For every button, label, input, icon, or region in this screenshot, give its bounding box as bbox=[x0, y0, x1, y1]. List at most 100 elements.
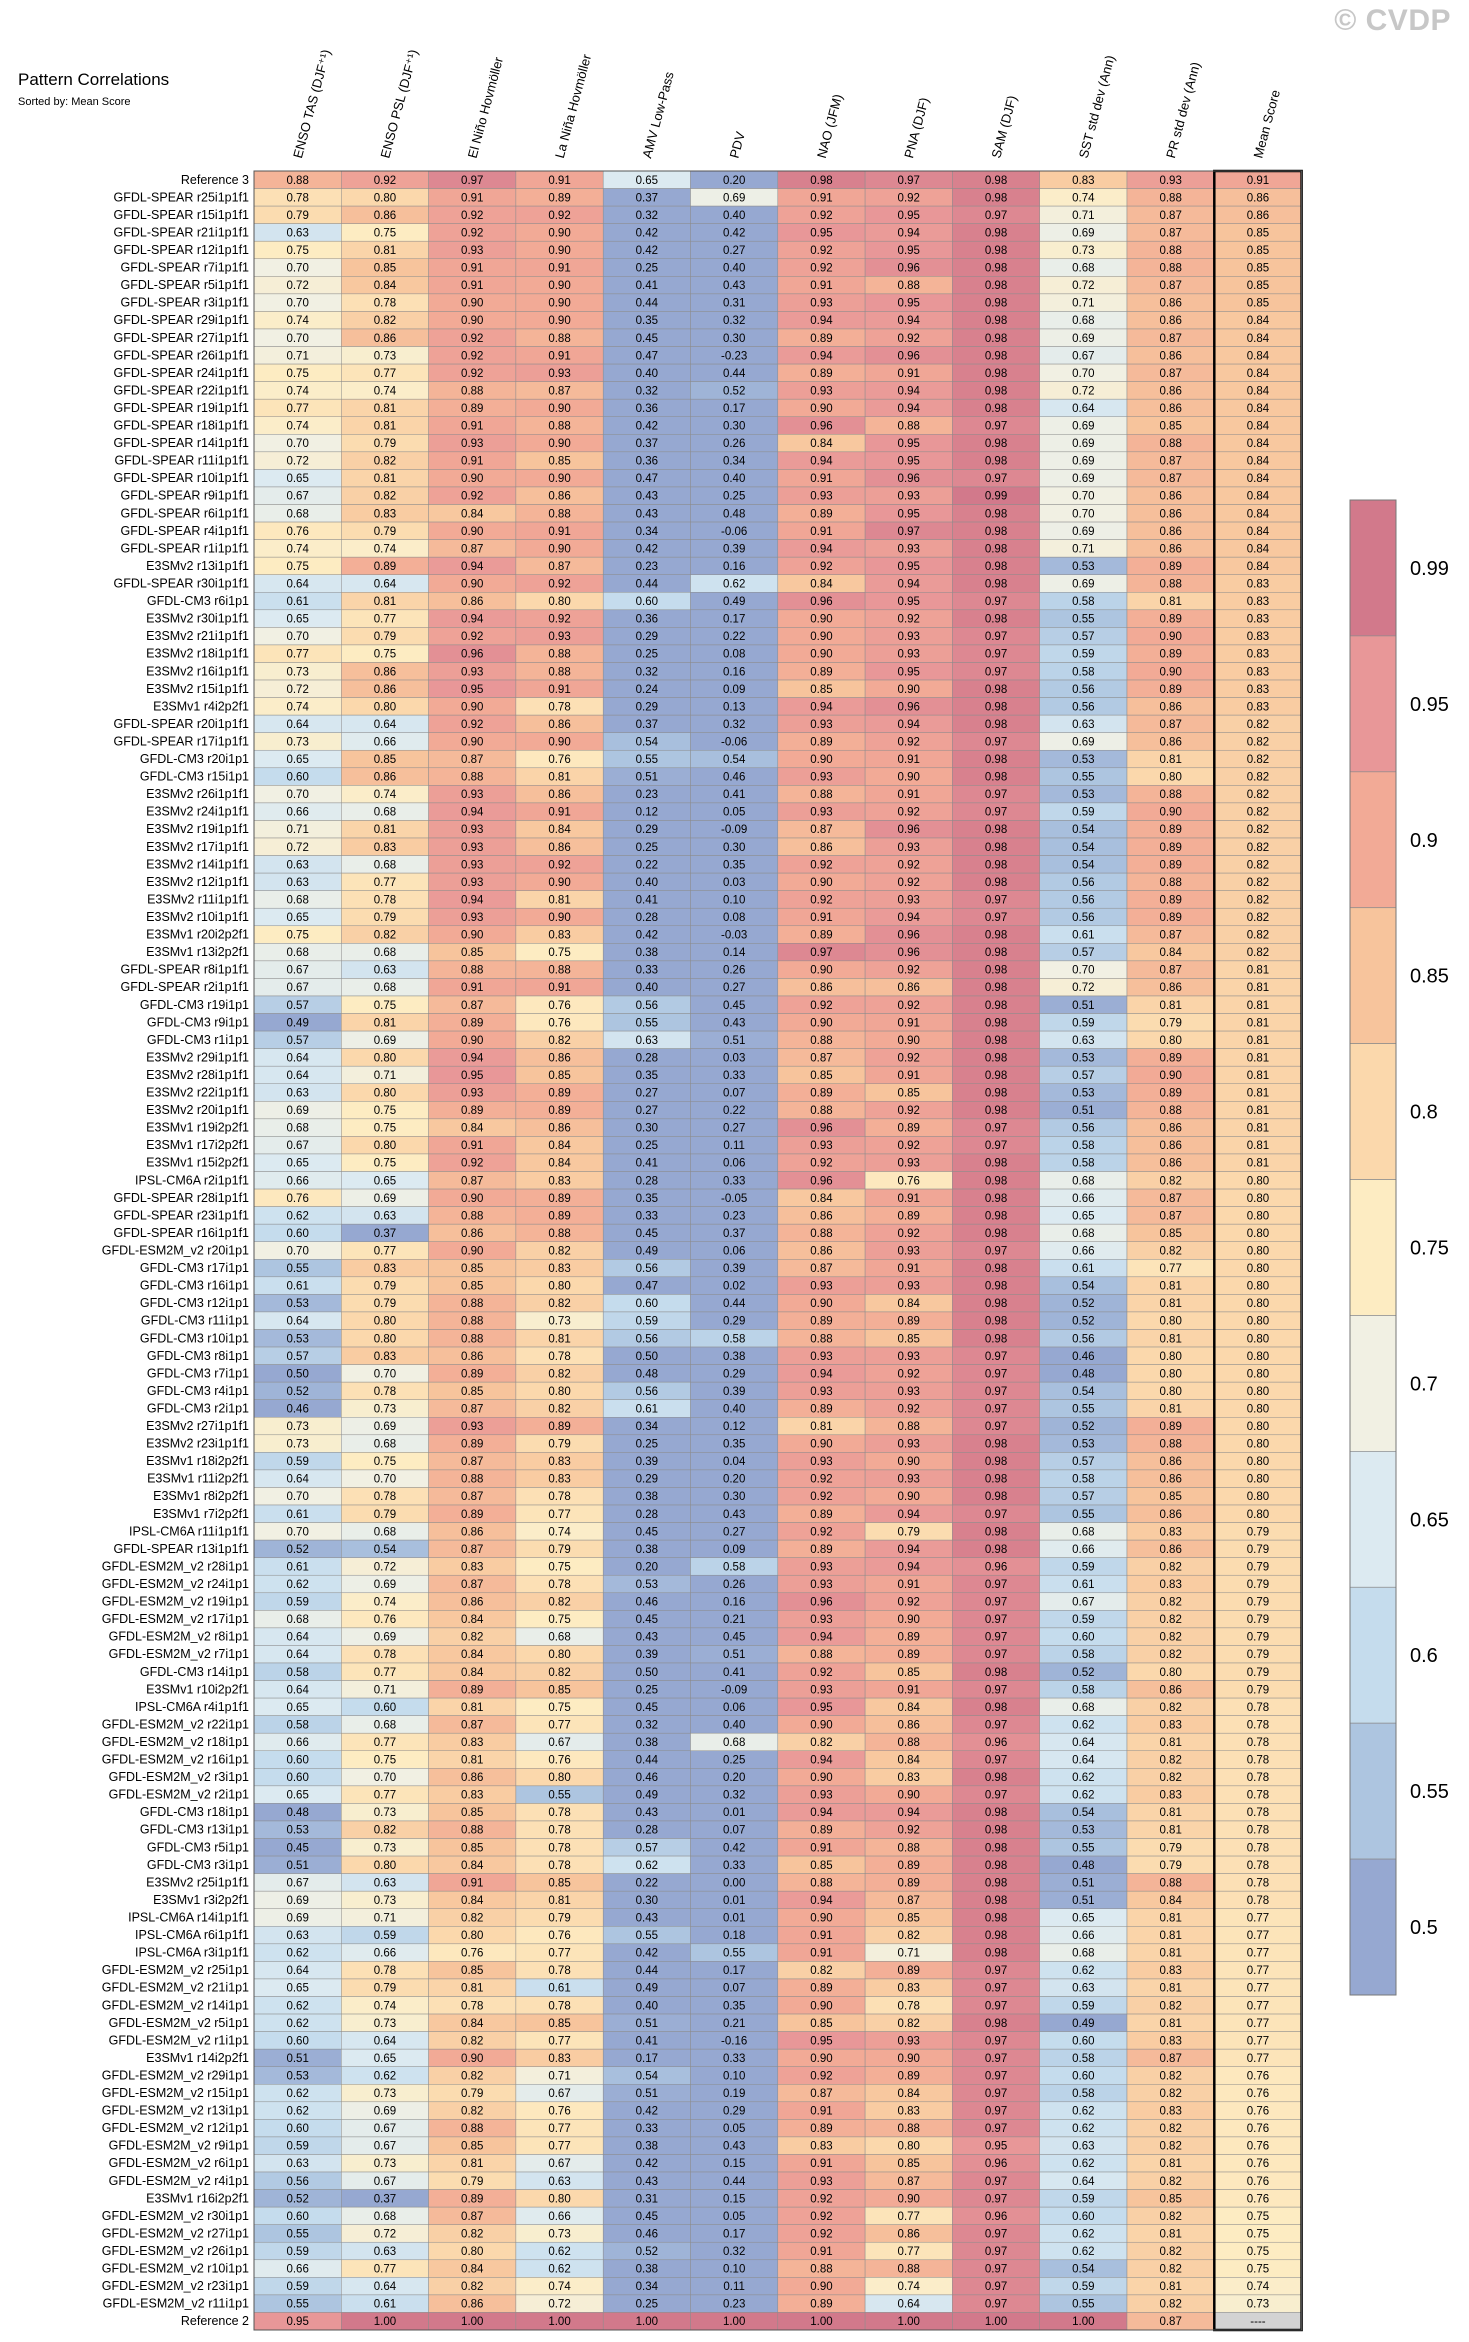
cell-value: 0.80 bbox=[374, 1316, 396, 1328]
cell-value: 0.88 bbox=[548, 666, 570, 678]
cell-value: 0.80 bbox=[1247, 1403, 1269, 1415]
cell-value: 0.93 bbox=[898, 1281, 920, 1293]
colorbar-label: 0.55 bbox=[1410, 1781, 1449, 1803]
cell-value: 0.93 bbox=[461, 859, 483, 871]
cell-value: 0.54 bbox=[1072, 859, 1095, 871]
row-label: E3SMv2 r13i1p1f1 bbox=[146, 559, 249, 573]
cell-value: 0.23 bbox=[723, 1210, 745, 1222]
cell-value: 0.58 bbox=[1072, 596, 1094, 608]
cell-value: 0.82 bbox=[1159, 2264, 1181, 2276]
cell-value: 0.52 bbox=[286, 1386, 308, 1398]
cell-value: 0.84 bbox=[1247, 561, 1270, 573]
cell-value: 0.87 bbox=[1159, 1210, 1181, 1222]
cell-value: 0.35 bbox=[636, 1193, 658, 1205]
cell-value: 0.96 bbox=[985, 1561, 1007, 1573]
row-label: E3SMv2 r18i1p1f1 bbox=[146, 647, 249, 661]
cell-value: 0.90 bbox=[810, 1772, 832, 1784]
row-label: GFDL-SPEAR r14i1p1f1 bbox=[114, 436, 250, 450]
cell-value: 0.81 bbox=[548, 772, 570, 784]
cell-value: 0.94 bbox=[461, 614, 484, 626]
cell-value: 0.40 bbox=[723, 1719, 745, 1731]
cell-value: 0.69 bbox=[1072, 526, 1094, 538]
cell-value: 0.98 bbox=[985, 1052, 1007, 1064]
cell-value: 0.87 bbox=[1159, 368, 1181, 380]
row-label: GFDL-SPEAR r21i1p1f1 bbox=[114, 225, 250, 239]
cell-value: 0.37 bbox=[636, 719, 658, 731]
cell-value: 0.89 bbox=[810, 2123, 832, 2135]
cell-value: 0.53 bbox=[1072, 1439, 1094, 1451]
cell-value: 0.88 bbox=[1159, 877, 1181, 889]
cell-value: 0.93 bbox=[548, 631, 570, 643]
cell-value: 0.87 bbox=[1159, 2316, 1181, 2328]
cell-value: 0.55 bbox=[286, 2299, 308, 2311]
cell-value: 0.05 bbox=[723, 2123, 745, 2135]
cell-value: 0.68 bbox=[374, 1719, 396, 1731]
cell-value: 0.58 bbox=[1072, 2053, 1094, 2065]
cell-value: 0.98 bbox=[985, 1491, 1007, 1503]
cell-value: 0.16 bbox=[723, 1597, 745, 1609]
cell-value: 0.91 bbox=[810, 1930, 832, 1942]
cell-value: 0.33 bbox=[723, 1070, 745, 1082]
cell-value: 0.82 bbox=[461, 2035, 483, 2047]
cell-value: 0.25 bbox=[636, 263, 658, 275]
cell-value: 0.03 bbox=[723, 1052, 745, 1064]
cell-value: 0.82 bbox=[1159, 1632, 1181, 1644]
cell-value: 0.83 bbox=[1159, 2106, 1181, 2118]
cell-value: 0.60 bbox=[286, 2123, 308, 2135]
cell-value: 0.93 bbox=[461, 666, 483, 678]
cell-value: 0.71 bbox=[286, 350, 308, 362]
cell-value: 0.87 bbox=[461, 1579, 483, 1591]
cell-value: 0.41 bbox=[636, 1158, 658, 1170]
cell-value: 0.81 bbox=[810, 1421, 832, 1433]
cell-value: 0.71 bbox=[374, 1913, 396, 1925]
cell-value: 0.74 bbox=[548, 2281, 571, 2293]
cell-value: 0.84 bbox=[898, 1755, 921, 1767]
cell-value: 0.86 bbox=[1159, 491, 1181, 503]
cell-value: 0.54 bbox=[723, 754, 746, 766]
cell-value: 0.85 bbox=[810, 684, 832, 696]
cell-value: 0.81 bbox=[1247, 1070, 1269, 1082]
cell-value: 0.56 bbox=[636, 1386, 658, 1398]
cell-value: 0.38 bbox=[723, 1351, 745, 1363]
row-label: GFDL-CM3 r10i1p1 bbox=[140, 1331, 249, 1345]
cell-value: 0.33 bbox=[636, 965, 658, 977]
cell-value: 0.77 bbox=[1247, 1913, 1269, 1925]
cell-value: 0.60 bbox=[1072, 2035, 1094, 2047]
cell-value: 0.23 bbox=[723, 2299, 745, 2311]
cell-value: 0.06 bbox=[723, 1702, 745, 1714]
cell-value: 0.39 bbox=[723, 543, 745, 555]
cell-value: 0.79 bbox=[374, 1298, 396, 1310]
cell-value: 0.37 bbox=[374, 2193, 396, 2205]
cell-value: 0.76 bbox=[898, 1175, 920, 1187]
cell-value: 0.79 bbox=[1247, 1632, 1269, 1644]
cell-value: 0.70 bbox=[286, 263, 308, 275]
cell-value: 0.83 bbox=[1247, 666, 1269, 678]
row-label: E3SMv2 r26i1p1f1 bbox=[146, 787, 249, 801]
cell-value: 0.74 bbox=[374, 789, 397, 801]
cell-value: 0.77 bbox=[374, 1737, 396, 1749]
cell-value: 0.64 bbox=[286, 578, 309, 590]
cell-value: 0.69 bbox=[1072, 438, 1094, 450]
row-label: GFDL-SPEAR r20i1p1f1 bbox=[114, 717, 250, 731]
cell-value: 0.69 bbox=[286, 1105, 308, 1117]
cell-value: 0.87 bbox=[898, 1895, 920, 1907]
cell-value: 0.30 bbox=[723, 333, 745, 345]
cell-value: 0.40 bbox=[636, 2000, 658, 2012]
cell-value: 0.98 bbox=[985, 1474, 1007, 1486]
cell-value: 0.64 bbox=[286, 1316, 309, 1328]
cell-value: 0.98 bbox=[985, 1193, 1007, 1205]
row-label: GFDL-SPEAR r24i1p1f1 bbox=[114, 366, 250, 380]
cell-value: 0.98 bbox=[985, 1667, 1007, 1679]
cell-value: 0.94 bbox=[898, 719, 921, 731]
cell-value: 0.77 bbox=[898, 2211, 920, 2223]
cell-value: 0.98 bbox=[985, 1877, 1007, 1889]
row-label: GFDL-SPEAR r29i1p1f1 bbox=[114, 313, 250, 327]
row-label: GFDL-ESM2M_v2 r22i1p1 bbox=[102, 1717, 249, 1731]
cell-value: 0.80 bbox=[898, 2141, 920, 2153]
cell-value: 0.98 bbox=[985, 1088, 1007, 1100]
row-label: GFDL-SPEAR r7i1p1f1 bbox=[120, 261, 249, 275]
cell-value: 0.68 bbox=[374, 1439, 396, 1451]
cell-value: 0.80 bbox=[548, 1281, 570, 1293]
cell-value: 0.97 bbox=[985, 2106, 1007, 2118]
cell-value: 0.69 bbox=[1072, 227, 1094, 239]
